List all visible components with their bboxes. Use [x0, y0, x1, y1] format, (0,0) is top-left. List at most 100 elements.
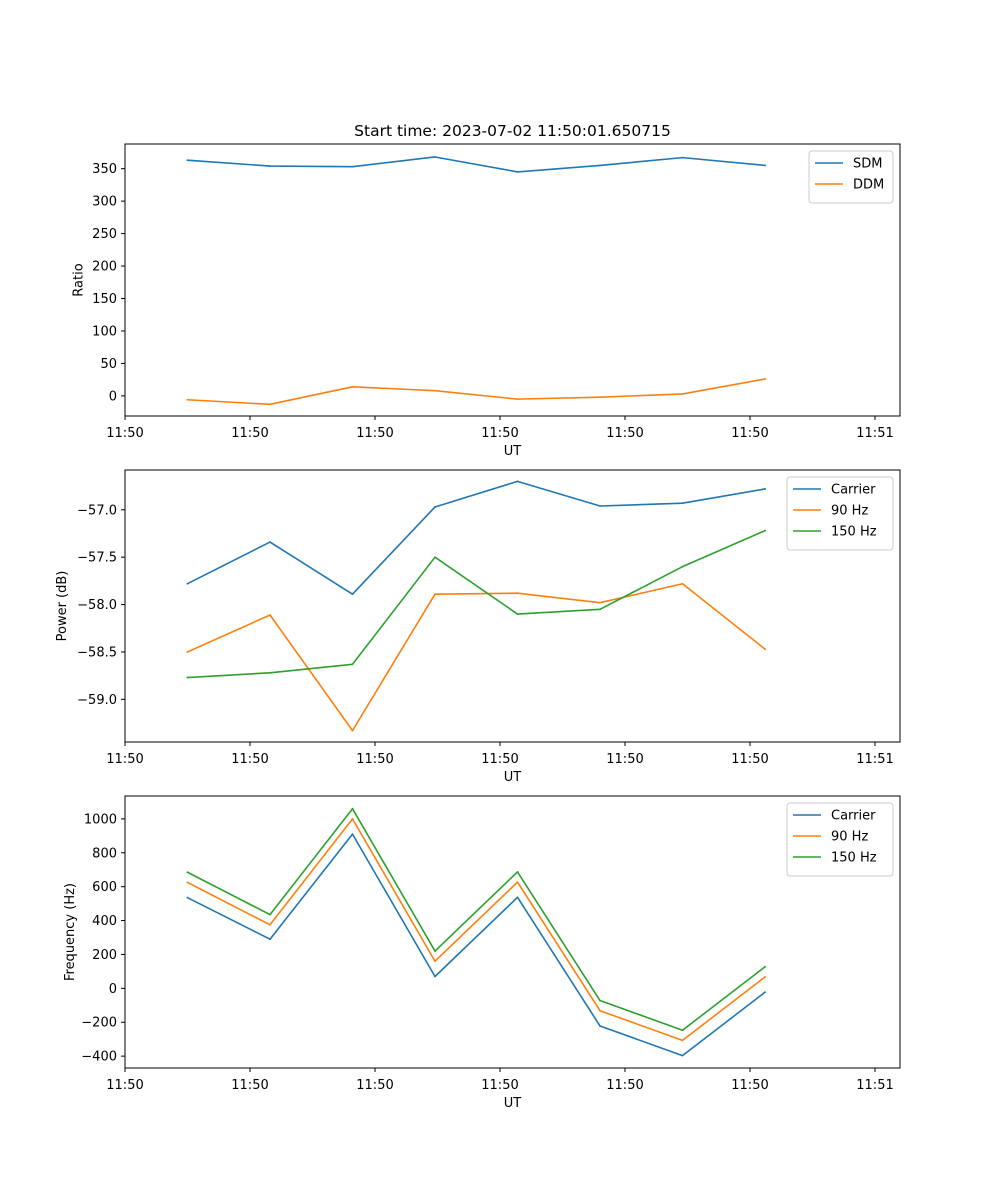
series-line-150-hz: [186, 529, 767, 679]
data-point: [764, 648, 766, 651]
data-point: [599, 601, 601, 604]
x-tick-label: 11:50: [106, 752, 143, 767]
series-line-90-hz: [186, 582, 767, 732]
data-point: [434, 506, 436, 508]
panel-1: 11:50 11:50 11:50 11:50 11:50 11:50 11:51 0 50 10…: [71, 122, 901, 459]
data-point: [269, 913, 271, 916]
x-axis-label: UT: [504, 1096, 522, 1111]
data-point: [599, 505, 601, 507]
data-point: [516, 480, 519, 483]
y-tick-label: 350: [92, 162, 117, 177]
data-point: [516, 613, 519, 615]
data-point: [681, 156, 684, 159]
x-tick-label: 11:50: [606, 752, 643, 767]
data-point: [681, 565, 684, 568]
y-tick-label: 0: [109, 982, 117, 997]
data-point: [351, 165, 354, 168]
y-tick-label: 150: [92, 292, 117, 307]
axes-frame: [124, 469, 901, 743]
y-tick-label: −57.5: [77, 551, 117, 566]
legend-label: 150 Hz: [831, 525, 877, 540]
data-point: [351, 817, 354, 820]
data-point: [351, 833, 354, 836]
series-line-sdm: [186, 156, 766, 173]
x-tick-label: 11:51: [856, 426, 893, 441]
data-point: [764, 991, 766, 994]
legend-label: 90 Hz: [831, 504, 868, 519]
x-tick-label: 11:50: [356, 1078, 393, 1093]
data-point: [516, 171, 519, 173]
series-line-carrier: [186, 480, 766, 595]
data-point: [186, 398, 189, 401]
data-point: [681, 582, 684, 585]
legend: Carrier 90 Hz 150 Hz: [786, 802, 894, 877]
x-tick-label: 11:50: [481, 752, 518, 767]
y-tick-label: 600: [92, 880, 117, 895]
chart-root: 11:50 11:50 11:50 11:50 11:50 11:50 11:51 0 50 10…: [55, 122, 901, 1111]
data-point: [351, 663, 354, 666]
legend-label: 90 Hz: [831, 830, 868, 845]
data-point: [599, 1009, 601, 1012]
data-point: [516, 881, 519, 883]
data-point: [681, 1054, 684, 1057]
x-tick-label: 11:50: [231, 752, 268, 767]
x-tick-label: 11:51: [856, 1078, 893, 1093]
data-point: [764, 529, 766, 532]
axes-frame: [124, 143, 901, 417]
series-line-90-hz: [186, 818, 767, 1042]
legend: SDM DDM: [808, 150, 894, 204]
y-tick-label: −59.0: [77, 693, 117, 708]
y-axis-label: Power (dB): [55, 571, 70, 642]
data-point: [434, 389, 436, 392]
data-point: [269, 923, 271, 926]
data-point: [599, 608, 601, 611]
y-tick-label: 200: [92, 948, 117, 963]
series-line-ddm: [186, 378, 766, 406]
y-tick-label: 1000: [84, 812, 117, 827]
legend-label: Carrier: [831, 809, 876, 824]
legend-label: 150 Hz: [831, 851, 877, 866]
legend-label: Carrier: [831, 483, 876, 498]
x-tick-label: 11:50: [231, 426, 268, 441]
x-axis-label: UT: [504, 770, 522, 785]
data-point: [681, 393, 684, 395]
series-line-150-hz: [186, 807, 767, 1032]
data-point: [186, 582, 189, 585]
data-point: [764, 488, 766, 490]
legend-label: DDM: [853, 178, 884, 193]
data-point: [599, 396, 601, 399]
panel-2: 11:50 11:50 11:50 11:50 11:50 11:50 11:51 −59.0…: [55, 469, 901, 785]
x-tick-label: 11:50: [731, 752, 768, 767]
data-point: [434, 950, 436, 952]
data-point: [186, 896, 189, 899]
chart-title: Start time: 2023-07-02 11:50:01.650715: [354, 122, 671, 140]
data-point: [269, 938, 271, 941]
data-point: [351, 593, 354, 596]
x-tick-label: 11:50: [106, 426, 143, 441]
data-point: [599, 1025, 601, 1027]
axes-frame: [124, 795, 901, 1069]
y-tick-label: 100: [92, 324, 117, 339]
data-point: [434, 593, 436, 596]
data-point: [269, 541, 271, 543]
data-point: [434, 556, 436, 559]
x-tick-label: 11:50: [356, 426, 393, 441]
data-point: [269, 165, 271, 167]
legend: Carrier 90 Hz 150 Hz: [786, 476, 894, 551]
data-point: [764, 976, 766, 978]
y-tick-label: 800: [92, 846, 117, 861]
data-point: [186, 159, 189, 162]
data-point: [599, 999, 601, 1002]
data-point: [269, 671, 271, 674]
data-point: [681, 1029, 684, 1032]
data-point: [186, 881, 189, 884]
x-tick-label: 11:50: [481, 426, 518, 441]
y-axis-label: Frequency (Hz): [63, 883, 78, 981]
data-point: [599, 164, 601, 167]
data-point: [681, 1039, 684, 1042]
data-point: [516, 398, 519, 401]
y-tick-label: −58.0: [77, 598, 117, 613]
data-point: [351, 729, 354, 732]
data-point: [434, 975, 436, 978]
x-tick-label: 11:50: [356, 752, 393, 767]
